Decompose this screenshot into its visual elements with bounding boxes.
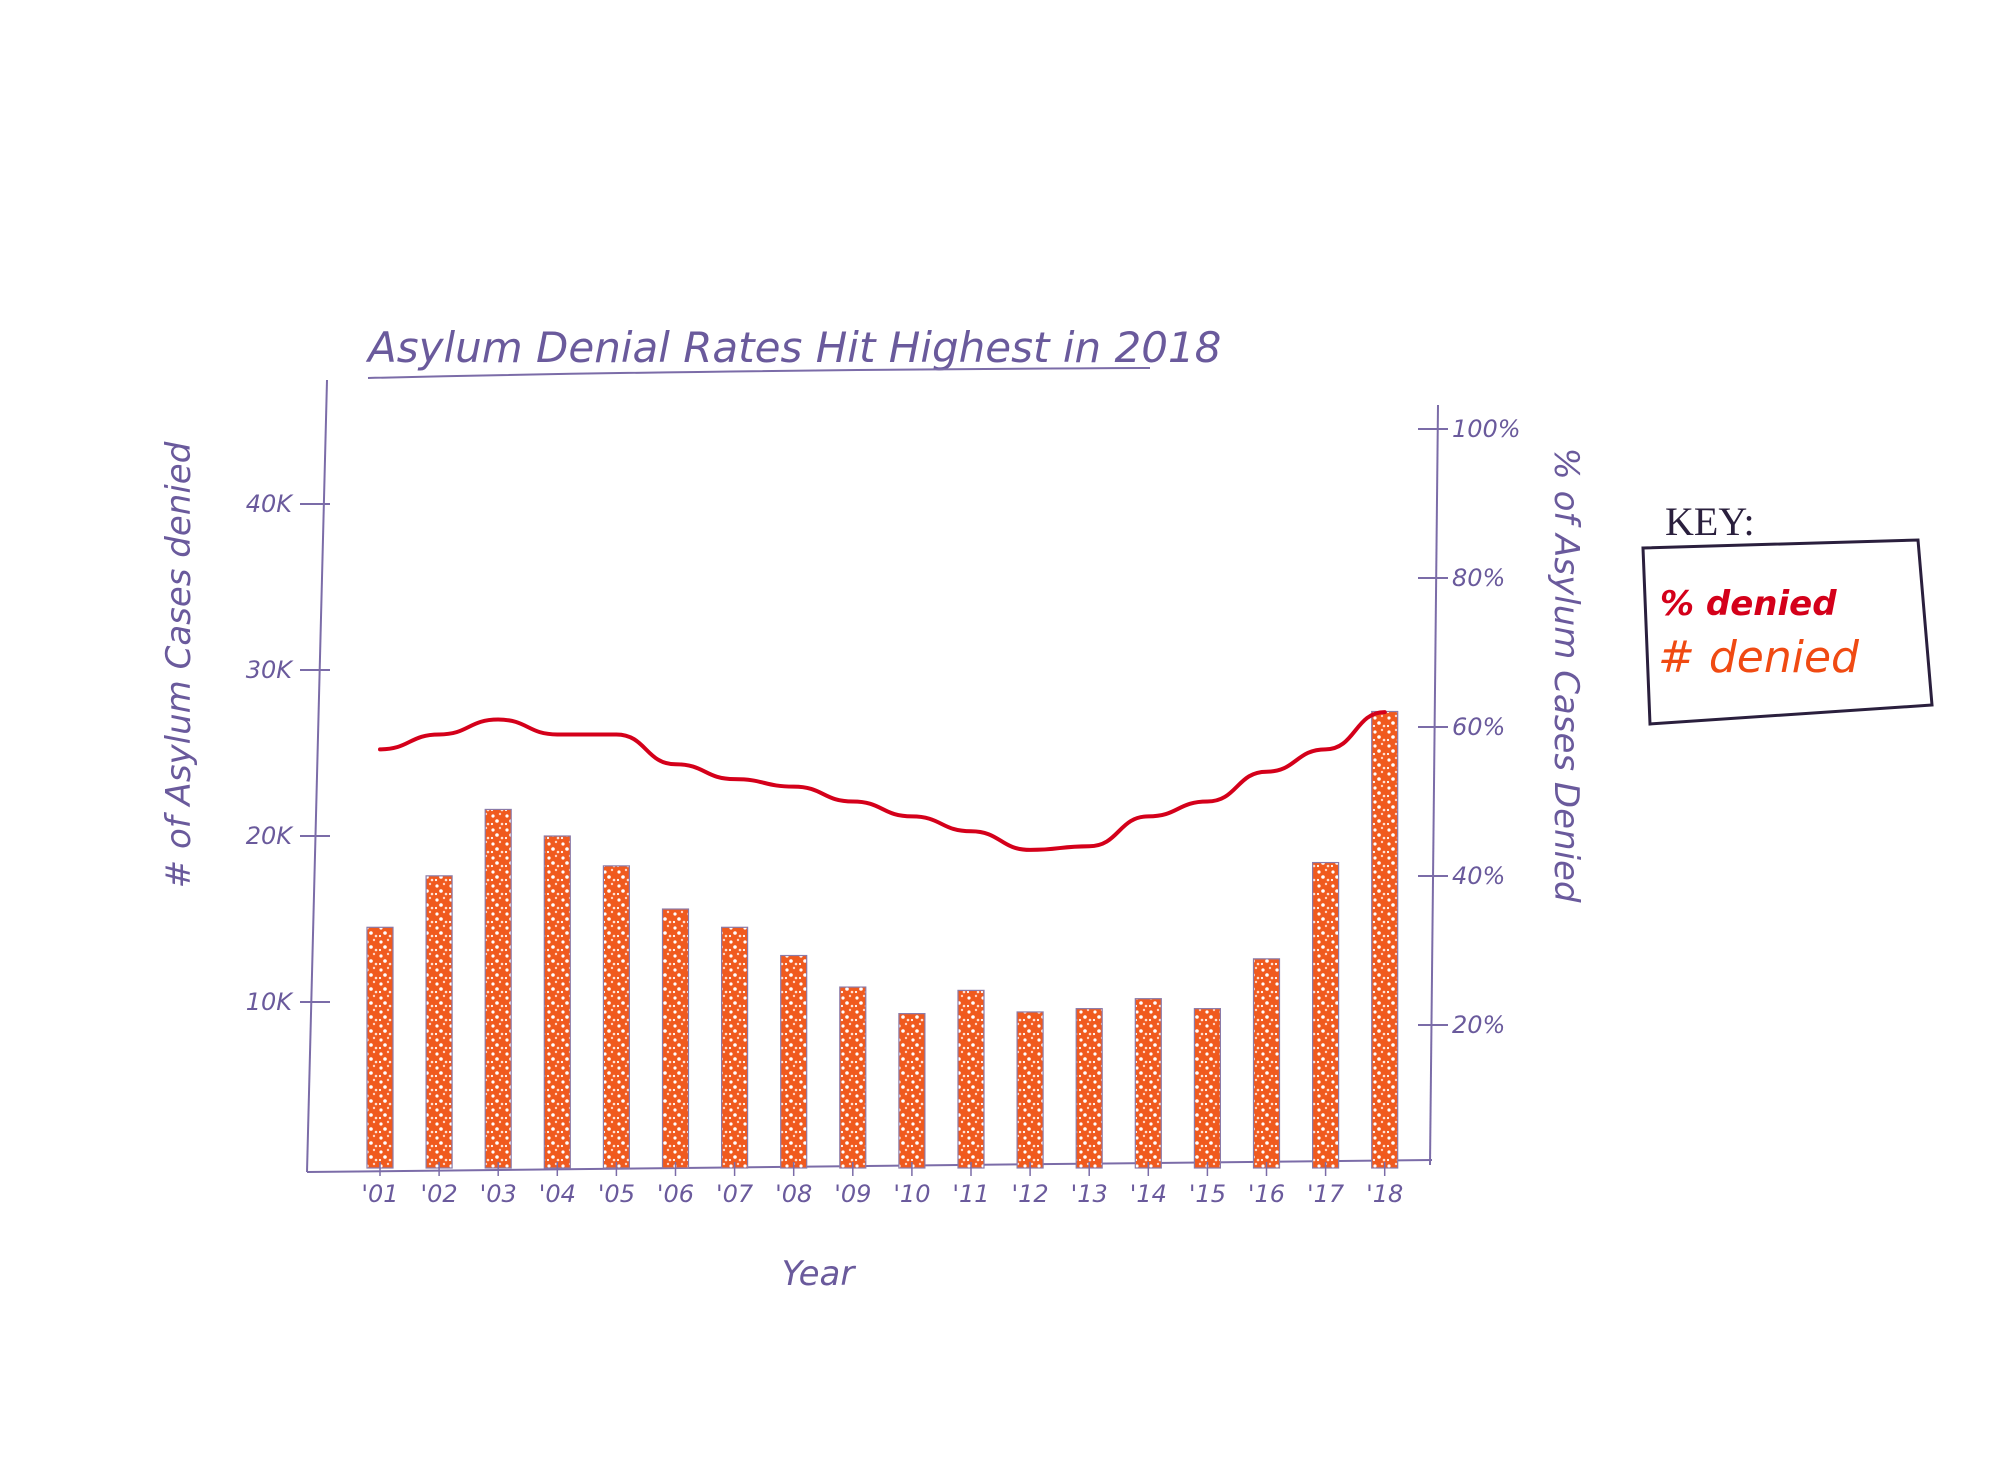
legend-entry-percent: % denied [1660, 584, 1837, 624]
line-point [1206, 801, 1208, 802]
line-series-group [378, 710, 1387, 852]
bar [780, 954, 808, 1169]
x-tick-label: '07 [716, 1180, 754, 1208]
line-point [497, 719, 499, 721]
right-tick-label: 80% [1452, 564, 1505, 592]
chart-title: Asylum Denial Rates Hit Highest in 2018 [365, 323, 1221, 372]
x-tick-label: '13 [1071, 1180, 1108, 1208]
line-point [911, 815, 913, 817]
bar [1134, 998, 1162, 1169]
right-axis-line [1429, 404, 1439, 1166]
line-point [852, 801, 854, 802]
bar [957, 989, 985, 1169]
bar [1311, 861, 1340, 1169]
left-tick-label: 40K [246, 490, 295, 518]
right-axis-ticks: 20% 40% 60% 80% 100% [1418, 415, 1521, 1039]
legend-box [1641, 538, 1934, 726]
x-tick-label: '08 [775, 1180, 812, 1208]
line-point [1325, 748, 1327, 750]
line-series-percent-denied [378, 710, 1387, 852]
line-point [734, 778, 736, 780]
line-point [615, 733, 617, 735]
left-tick-label: 30K [246, 656, 295, 684]
left-axis-ticks: 10K 20K 30K 40K [246, 490, 330, 1016]
line-point [1266, 771, 1267, 773]
x-axis-title: Year [782, 1254, 857, 1294]
bar [543, 835, 571, 1169]
bar [484, 808, 512, 1169]
line-point [556, 733, 558, 735]
bar [839, 986, 867, 1169]
legend-entry-count: # denied [1658, 632, 1860, 683]
left-tick-label: 10K [246, 988, 295, 1016]
bar [1075, 1008, 1103, 1169]
bar [1016, 1011, 1044, 1169]
x-tick-label: '03 [480, 1180, 517, 1208]
legend: KEY: % denied # denied [1641, 499, 1934, 726]
bar [1371, 710, 1399, 1169]
right-tick-label: 20% [1452, 1011, 1505, 1039]
x-tick-label: '02 [421, 1180, 458, 1208]
bar [366, 926, 394, 1169]
line-point [1147, 815, 1149, 817]
x-tick-label: '09 [834, 1180, 871, 1208]
right-tick-label: 60% [1452, 713, 1505, 741]
bar [425, 875, 453, 1169]
line-point [970, 830, 972, 832]
x-tick-label: '05 [598, 1180, 635, 1208]
bar-series [366, 710, 1399, 1169]
line-point [438, 733, 440, 735]
bar [1193, 1008, 1222, 1169]
x-tick-label: '18 [1366, 1180, 1403, 1208]
bar [898, 1013, 926, 1169]
line-point [1384, 711, 1386, 713]
x-tick-label: '11 [952, 1180, 989, 1208]
x-axis-ticks: '01 '02 '03 '04 '05 '06 '07 '08 '09 '10 '11 '12 '13 '… [361, 1162, 1403, 1208]
x-tick-label: '15 [1189, 1180, 1226, 1208]
x-tick-label: '14 [1130, 1180, 1167, 1208]
x-tick-label: '12 [1012, 1180, 1049, 1208]
left-tick-label: 20K [246, 822, 295, 850]
x-tick-label: '10 [893, 1180, 930, 1208]
x-axis-line [306, 1159, 1433, 1173]
line-point [793, 786, 795, 788]
left-axis-line [306, 379, 328, 1173]
line-point [675, 763, 676, 765]
bar [1252, 958, 1281, 1169]
x-tick-label: '04 [539, 1180, 576, 1208]
line-point [379, 748, 381, 750]
bar [602, 865, 631, 1169]
line-point [1029, 849, 1031, 851]
right-tick-label: 40% [1452, 862, 1505, 890]
title-underline [367, 367, 1151, 379]
y-axis-title-right: % of Asylum Cases Denied [1546, 447, 1586, 902]
right-tick-label: 100% [1452, 415, 1521, 443]
legend-title: KEY: [1665, 499, 1755, 544]
bar [661, 908, 690, 1169]
x-tick-label: '17 [1307, 1180, 1345, 1208]
bar [720, 926, 749, 1169]
x-tick-label: '06 [657, 1180, 694, 1208]
line-point [1088, 845, 1090, 847]
x-tick-label: '16 [1248, 1180, 1285, 1208]
y-axis-title-left: # of Asylum Cases denied [159, 441, 199, 888]
x-tick-label: '01 [361, 1180, 398, 1208]
